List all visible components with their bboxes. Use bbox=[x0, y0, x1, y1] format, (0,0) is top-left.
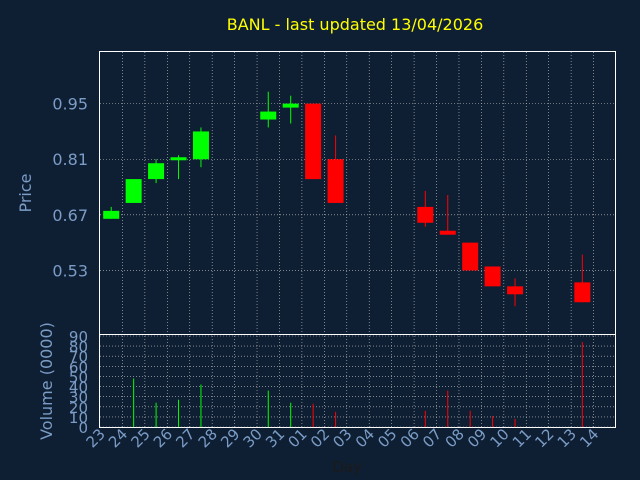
volume-tick-label: 60 bbox=[69, 358, 88, 376]
candles bbox=[103, 91, 591, 307]
chart-title: BANL - last updated 13/04/2026 bbox=[227, 15, 484, 34]
volume-tick-label: 50 bbox=[69, 368, 88, 386]
price-tick-label: 0.67 bbox=[52, 206, 88, 225]
price-tick-label: 0.53 bbox=[52, 261, 88, 280]
candle-body bbox=[192, 131, 209, 160]
volume-axis-label: Volume (0000) bbox=[37, 322, 56, 440]
candle-body bbox=[507, 286, 524, 295]
candle-body bbox=[305, 103, 322, 180]
volume-panel-frame bbox=[99, 334, 616, 428]
day-tick-label: 14 bbox=[576, 425, 602, 451]
volume-tick-label: 80 bbox=[69, 338, 88, 356]
candle-body bbox=[574, 282, 591, 303]
volume-tick-label: 70 bbox=[69, 348, 88, 366]
candle-body bbox=[417, 206, 434, 223]
candle-body bbox=[148, 163, 165, 180]
candle-body bbox=[462, 242, 479, 271]
volume-tick-label: 40 bbox=[69, 379, 88, 397]
candle-body bbox=[282, 103, 299, 108]
x-axis-label: Day bbox=[332, 458, 362, 476]
volume-bars bbox=[133, 342, 583, 427]
price-panel-frame bbox=[99, 51, 616, 335]
candle-body bbox=[125, 179, 142, 203]
volume-tick-label: 20 bbox=[69, 399, 88, 417]
price-tick-label: 0.81 bbox=[52, 150, 88, 169]
day-tick-labels: 2324252627282930310102030405060708091011… bbox=[83, 425, 603, 451]
price-tick-label: 0.95 bbox=[52, 95, 88, 114]
volume-tick-label: 0 bbox=[78, 419, 88, 437]
candle-body bbox=[103, 210, 120, 219]
volume-tick-label: 90 bbox=[69, 328, 88, 346]
volume-tick-label: 10 bbox=[69, 409, 88, 427]
volume-tick-label: 30 bbox=[69, 389, 88, 407]
price-tick-labels: 0.95 0.81 0.67 0.53 bbox=[52, 95, 88, 281]
candle-body bbox=[260, 111, 277, 120]
candle-body bbox=[484, 266, 501, 287]
grid-layer bbox=[100, 52, 616, 428]
candle-body bbox=[439, 230, 456, 235]
price-axis-label: Price bbox=[16, 173, 35, 212]
candle-body bbox=[170, 157, 187, 161]
candle-body bbox=[327, 159, 344, 203]
